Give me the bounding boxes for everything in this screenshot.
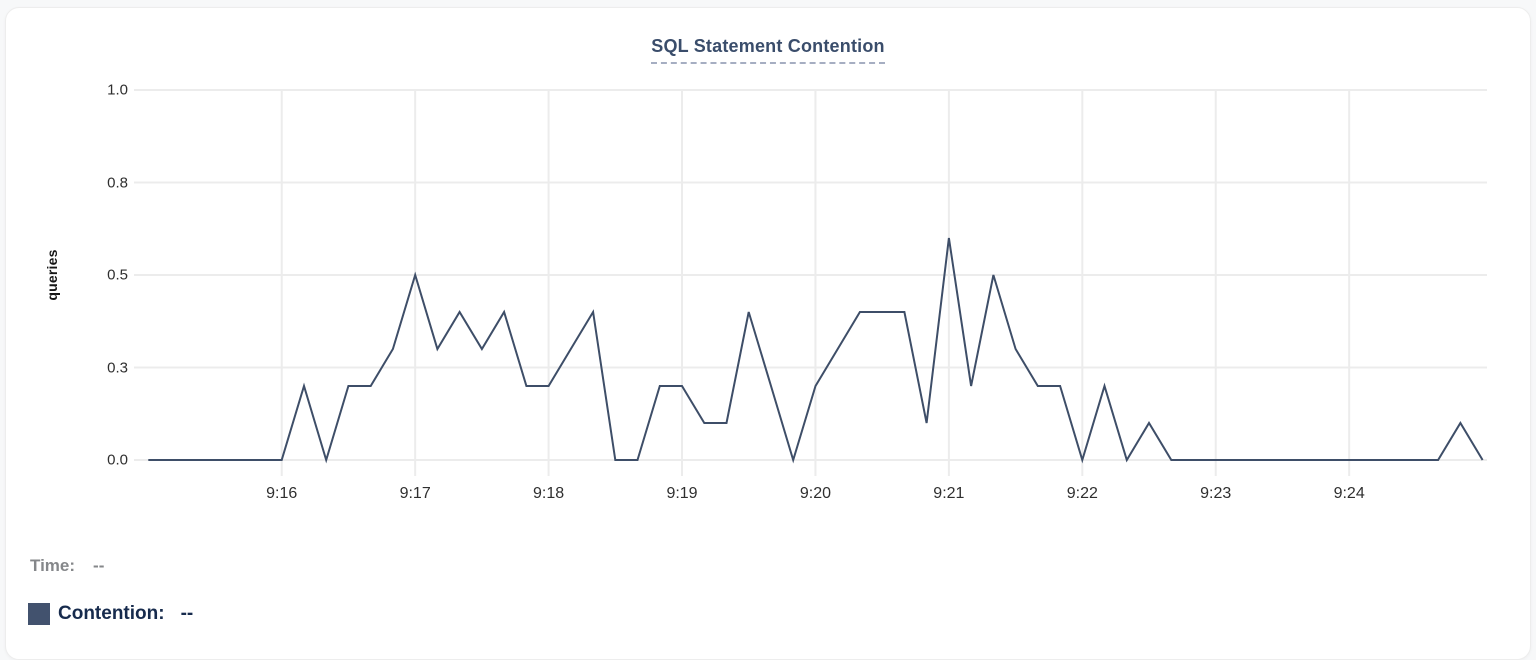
y-tick-label: 0.3	[107, 359, 128, 376]
contention-line-series	[148, 237, 1484, 464]
panel-title[interactable]: SQL Statement Contention	[651, 36, 885, 64]
time-readout-value: --	[93, 556, 105, 575]
x-tick-label: 9:16	[266, 485, 298, 502]
time-readout-label: Time:	[30, 556, 76, 575]
contention-readout-value: --	[180, 603, 194, 624]
y-tick-label: 0.8	[107, 174, 128, 191]
x-tick-label: 9:21	[933, 485, 965, 502]
chart-panel-card: SQL Statement Contention 0.0 0.3 0.5 0.8 1.0…	[5, 7, 1531, 660]
y-tick-label: 0.5	[107, 266, 128, 284]
y-axis-title: queries	[44, 249, 60, 301]
y-tick-label: 1.0	[107, 81, 128, 99]
contention-series-swatch-icon	[28, 603, 50, 625]
x-tick-label: 9:23	[1200, 485, 1232, 502]
x-tick-label: 9:20	[799, 485, 831, 502]
x-tick-label: 9:18	[533, 485, 565, 502]
x-tick-label: 9:17	[399, 485, 431, 502]
x-tick-label: 9:19	[666, 485, 698, 502]
contention-legend-row[interactable]: Contention: --	[28, 601, 193, 627]
contention-readout-label: Contention:	[58, 603, 165, 624]
panel-header: SQL Statement Contention	[6, 36, 1530, 64]
time-readout-row: Time: --	[30, 553, 193, 579]
hover-readout: Time: -- Contention: --	[28, 553, 193, 627]
contention-line-chart	[134, 89, 1487, 476]
chart-plot-area[interactable]: 0.0 0.3 0.5 0.8 1.0 9:16 9:17 9:18 9:19 9:20 9:21 9…	[6, 8, 1536, 538]
x-tick-label: 9:24	[1333, 485, 1365, 502]
y-tick-label: 0.0	[107, 451, 128, 469]
x-tick-label: 9:22	[1066, 485, 1098, 502]
